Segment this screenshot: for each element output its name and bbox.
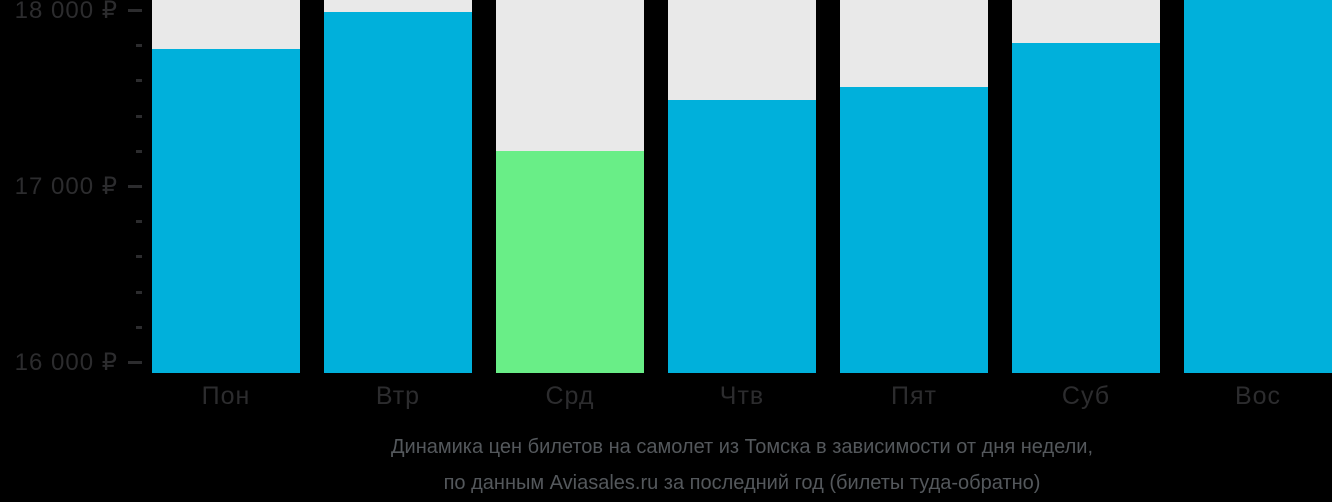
y-tick-label: 16 000 ₽ bbox=[14, 349, 118, 376]
day-label-Суб: Суб bbox=[1061, 382, 1111, 410]
price-bar-Пят bbox=[840, 87, 988, 373]
y-tick-minor-dash bbox=[136, 79, 142, 83]
y-tick-minor-dash bbox=[136, 255, 142, 259]
y-tick-label: 18 000 ₽ bbox=[14, 0, 118, 24]
y-tick-major-dash bbox=[128, 9, 142, 12]
caption-line-1: Динамика цен билетов на самолет из Томск… bbox=[390, 436, 1093, 458]
y-tick-minor-dash bbox=[136, 325, 142, 329]
price-bar-Суб bbox=[1012, 43, 1160, 373]
price-bar-Втр bbox=[324, 11, 472, 373]
y-tick-major-dash bbox=[128, 361, 142, 364]
price-bar-Вос bbox=[1184, 0, 1332, 373]
caption-line-2: по данным Aviasales.ru за последний год … bbox=[443, 472, 1041, 494]
y-tick-minor-dash bbox=[136, 114, 142, 118]
y-tick-label: 17 000 ₽ bbox=[14, 173, 118, 200]
day-label-Втр: Втр bbox=[375, 382, 421, 410]
price-bar-Срд bbox=[496, 150, 644, 373]
y-tick-minor-dash bbox=[136, 220, 142, 224]
chart-caption: Динамика цен билетов на самолет из Томск… bbox=[152, 429, 1332, 501]
y-tick-minor-dash bbox=[136, 149, 142, 153]
price-bar-Пон bbox=[152, 48, 300, 373]
price-bar-Чтв bbox=[668, 99, 816, 373]
day-label-Пон: Пон bbox=[201, 382, 251, 410]
y-tick-minor-dash bbox=[136, 44, 142, 48]
day-label-Вос: Вос bbox=[1234, 382, 1282, 410]
day-label-Пят: Пят bbox=[891, 382, 937, 410]
day-label-Чтв: Чтв bbox=[719, 382, 765, 410]
y-tick-minor-dash bbox=[136, 290, 142, 294]
day-label-Срд: Срд bbox=[545, 382, 595, 410]
y-tick-major-dash bbox=[128, 185, 142, 188]
